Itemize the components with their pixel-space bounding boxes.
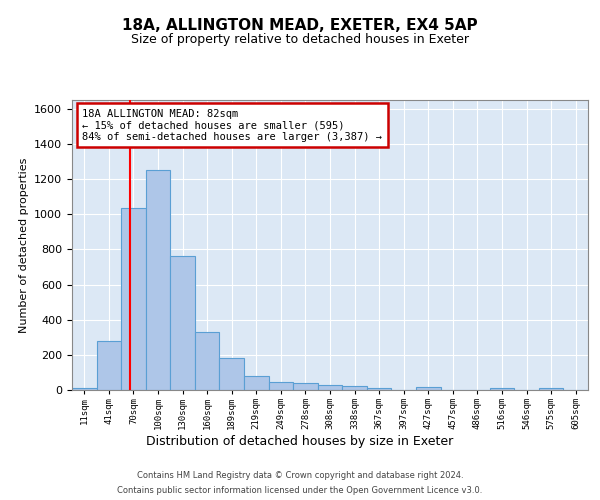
Bar bbox=[318, 385, 342, 390]
Text: Size of property relative to detached houses in Exeter: Size of property relative to detached ho… bbox=[131, 32, 469, 46]
Bar bbox=[367, 388, 391, 390]
Bar bbox=[342, 386, 367, 390]
Text: Contains public sector information licensed under the Open Government Licence v3: Contains public sector information licen… bbox=[118, 486, 482, 495]
Bar bbox=[146, 170, 170, 390]
Bar bbox=[72, 388, 97, 390]
Bar bbox=[269, 382, 293, 390]
Text: Contains HM Land Registry data © Crown copyright and database right 2024.: Contains HM Land Registry data © Crown c… bbox=[137, 471, 463, 480]
Bar bbox=[539, 388, 563, 390]
Text: 18A ALLINGTON MEAD: 82sqm
← 15% of detached houses are smaller (595)
84% of semi: 18A ALLINGTON MEAD: 82sqm ← 15% of detac… bbox=[82, 108, 382, 142]
Bar bbox=[293, 384, 318, 390]
Bar bbox=[416, 388, 440, 390]
Text: Distribution of detached houses by size in Exeter: Distribution of detached houses by size … bbox=[146, 435, 454, 448]
Bar bbox=[121, 208, 146, 390]
Bar bbox=[220, 358, 244, 390]
Bar bbox=[170, 256, 195, 390]
Bar bbox=[244, 376, 269, 390]
Y-axis label: Number of detached properties: Number of detached properties bbox=[19, 158, 29, 332]
Bar bbox=[490, 388, 514, 390]
Bar bbox=[195, 332, 220, 390]
Text: 18A, ALLINGTON MEAD, EXETER, EX4 5AP: 18A, ALLINGTON MEAD, EXETER, EX4 5AP bbox=[122, 18, 478, 32]
Bar bbox=[97, 341, 121, 390]
